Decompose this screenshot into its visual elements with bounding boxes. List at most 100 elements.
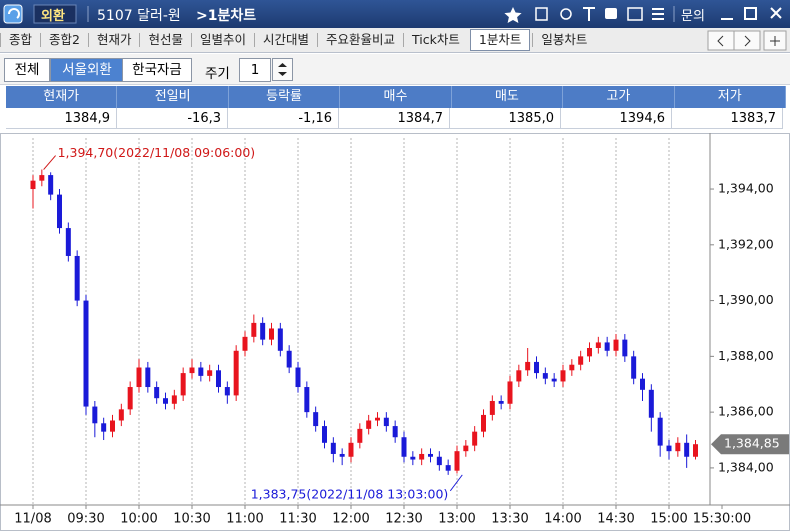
x-tick-label: 14:00 <box>544 512 581 527</box>
candle-body <box>30 180 36 190</box>
candle-body <box>145 367 151 388</box>
candle-body <box>489 400 495 415</box>
y-tick-label: 1,390,00 <box>718 292 774 307</box>
quote-cell: 1383,7 <box>672 108 783 129</box>
candle-body <box>675 442 681 452</box>
candle-body <box>525 361 531 371</box>
candle-body <box>551 378 557 382</box>
maximize-button[interactable] <box>744 7 757 20</box>
last-value-tag <box>711 434 789 455</box>
x-tick-label: 11:00 <box>226 512 263 527</box>
screen-code: 5107 달러-원 <box>97 8 181 24</box>
x-tick-label: 15:30:00 <box>693 512 751 527</box>
tab[interactable]: 일봉차트 <box>532 33 595 47</box>
candle-body <box>277 328 283 351</box>
column-header: 전일비 <box>117 86 229 108</box>
candle-body <box>383 417 389 427</box>
candle-body <box>189 367 195 374</box>
tab-prev-glyph <box>717 35 724 47</box>
y-tick-label: 1,394,00 <box>718 181 774 196</box>
candle-body <box>375 417 380 421</box>
quote-cell: 1385,0 <box>450 108 561 129</box>
export-icon[interactable] <box>535 7 548 21</box>
quote-cell: 1384,7 <box>339 108 450 129</box>
candle-body <box>463 445 469 452</box>
candle-body <box>595 342 601 348</box>
tab[interactable]: 현재가 <box>87 33 140 47</box>
market-button[interactable]: 한국자금 <box>122 58 192 82</box>
column-header: 매수 <box>340 86 452 108</box>
candle-body <box>57 194 62 229</box>
x-tick-label: 13:00 <box>438 512 475 527</box>
y-tick-label: 1,388,00 <box>718 348 774 363</box>
candle-body <box>224 387 230 396</box>
y-tick-label: 1,386,00 <box>718 404 774 419</box>
link-icon[interactable] <box>560 8 572 20</box>
candle-body <box>392 426 398 438</box>
market-button[interactable]: 서울외환 <box>50 58 124 82</box>
candle-body <box>92 406 98 424</box>
font-icon[interactable] <box>583 7 595 21</box>
help-link[interactable]: 문의 <box>681 9 705 24</box>
candle-body <box>622 339 628 357</box>
candle-body <box>436 456 442 466</box>
favorite-icon[interactable] <box>504 7 522 23</box>
candle-body <box>339 453 345 457</box>
candle-body <box>498 400 504 404</box>
tab[interactable]: 주요환율비교 <box>317 33 403 47</box>
last-value-label: 1,384,85 <box>724 436 780 451</box>
app-icon-glyph <box>8 8 20 19</box>
tab[interactable]: 현선물 <box>139 33 191 47</box>
tab-next-glyph <box>744 35 751 47</box>
menu-icon[interactable] <box>652 8 664 20</box>
candle-body <box>216 370 221 388</box>
quote-cell: -16,3 <box>117 108 228 129</box>
tab[interactable]: 종합 <box>0 33 40 47</box>
close-button[interactable] <box>770 7 782 19</box>
candle-body <box>65 228 71 256</box>
memo-icon[interactable] <box>605 8 617 19</box>
tab[interactable]: 일별추이 <box>191 33 254 47</box>
spinner-arrows <box>278 63 287 76</box>
candle-body <box>207 370 213 376</box>
tab-next[interactable] <box>733 30 761 51</box>
tab[interactable]: 시간대별 <box>254 33 317 47</box>
quote-cell: 1384,9 <box>6 108 117 129</box>
quote-cell: 1394,6 <box>561 108 672 129</box>
period-spinner[interactable] <box>272 58 294 82</box>
candle-body <box>260 322 266 340</box>
tab[interactable]: Tick차트 <box>403 33 468 47</box>
candle-body <box>295 367 301 388</box>
candle-body <box>110 420 115 432</box>
tab[interactable]: 종합2 <box>40 33 88 47</box>
candle-body <box>136 367 142 388</box>
candle-body <box>542 373 548 379</box>
candle-body <box>569 364 575 371</box>
column-header: 현재가 <box>6 86 118 108</box>
screen-name: >1분차트 <box>196 8 257 24</box>
candle-body <box>198 367 204 376</box>
x-tick-label: 09:30 <box>67 512 104 527</box>
market-button[interactable]: 전체 <box>4 58 50 82</box>
x-tick-label: 12:30 <box>385 512 422 527</box>
candle-body <box>180 373 186 396</box>
candle-body <box>507 381 513 404</box>
tab-add-glyph <box>770 36 780 46</box>
x-tick-label: 13:30 <box>491 512 528 527</box>
title-graphics <box>3 4 782 24</box>
period-input[interactable]: 1 <box>239 58 271 82</box>
candle-body <box>48 175 54 195</box>
candle-body <box>454 451 460 471</box>
candle-body <box>472 431 478 446</box>
quote-cell: -1,16 <box>228 108 339 129</box>
chart: 11/08 09:30 10:00 10:30 11:00 11:30 12:00 12:30… <box>0 133 790 531</box>
tab[interactable]: 1분차트 <box>469 29 531 51</box>
candle-body <box>74 255 80 301</box>
tab-prev[interactable] <box>707 30 735 51</box>
candle-body <box>604 342 610 351</box>
x-tick-label: 10:00 <box>120 512 157 527</box>
spinner-box <box>272 58 293 81</box>
candle-body <box>693 444 698 457</box>
candle-body <box>410 456 416 460</box>
print-icon[interactable] <box>627 7 643 21</box>
